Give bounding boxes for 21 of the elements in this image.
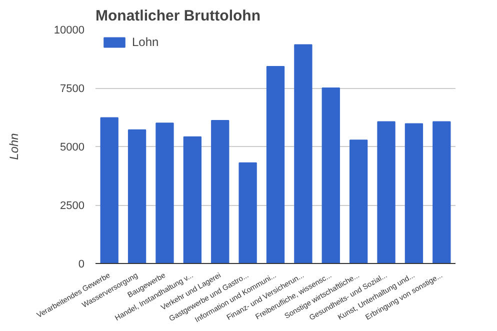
y-axis-title: Lohn bbox=[6, 132, 21, 160]
bar bbox=[100, 117, 118, 264]
bar bbox=[211, 120, 230, 264]
y-tick-label: 5000 bbox=[60, 142, 85, 154]
bar bbox=[432, 121, 451, 264]
bar bbox=[128, 129, 146, 264]
y-tick-label: 10000 bbox=[54, 24, 85, 36]
y-tick-label: 7500 bbox=[60, 83, 85, 95]
bar bbox=[349, 140, 368, 264]
bar bbox=[322, 88, 340, 264]
legend-label: Lohn bbox=[132, 35, 159, 49]
bar bbox=[404, 123, 424, 264]
bar bbox=[294, 44, 312, 264]
bar bbox=[156, 122, 174, 264]
bar bbox=[238, 162, 257, 264]
bar bbox=[266, 66, 285, 264]
bar bbox=[183, 136, 202, 264]
bar bbox=[377, 121, 396, 264]
chart-title: Monatlicher Bruttolohn bbox=[96, 8, 260, 24]
y-tick-label: 0 bbox=[78, 258, 85, 270]
y-tick-label: 2500 bbox=[60, 200, 85, 212]
